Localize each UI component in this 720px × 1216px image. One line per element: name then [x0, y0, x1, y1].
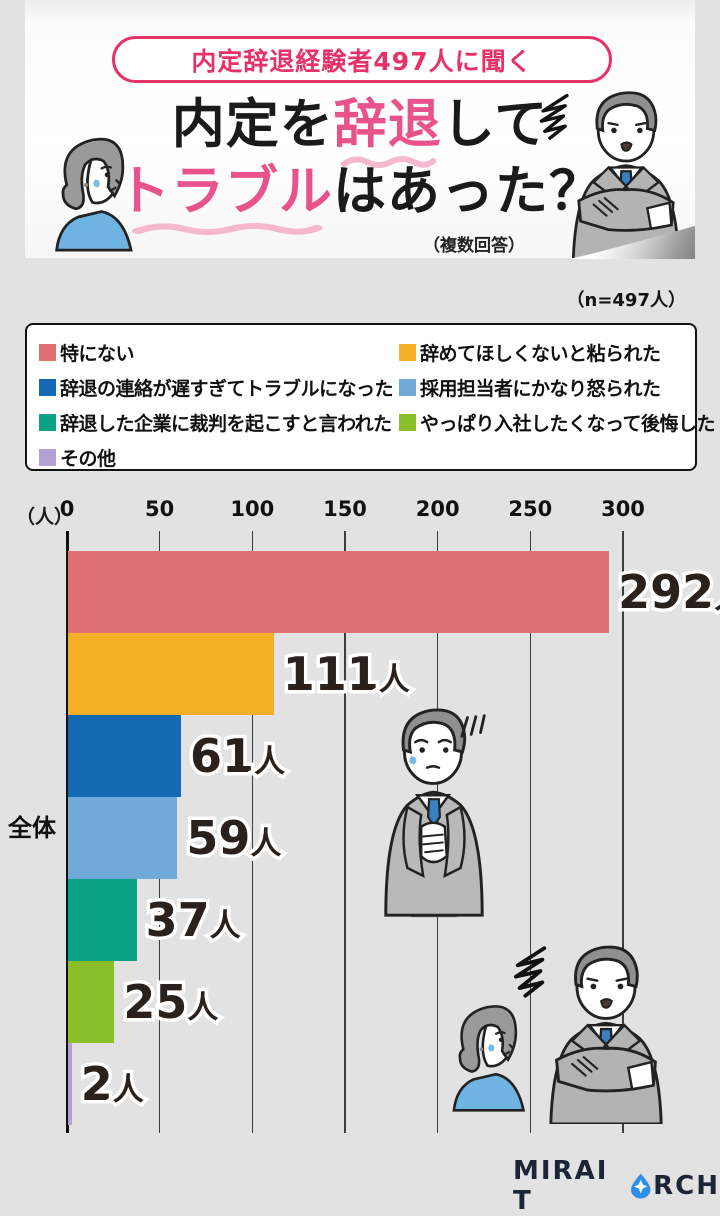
legend-item: 辞めてほしくないと粘られた [399, 338, 715, 366]
anger-scribble-icon [512, 944, 550, 998]
group-label: 全体 [8, 814, 56, 842]
x-tick-label: 250 [508, 497, 553, 521]
angry-man-illustration [543, 940, 669, 1124]
bar [68, 551, 610, 633]
title-line-2: トラブル はあった？ [25, 159, 695, 226]
bar-value-label: 61人 [187, 726, 289, 787]
bar [68, 715, 182, 797]
bar [68, 961, 115, 1043]
bar [68, 879, 137, 961]
legend-item: 辞退の連絡が遅すぎてトラブルになった [39, 373, 399, 401]
gridline [344, 531, 346, 1133]
legend-item: 特にない [39, 338, 399, 366]
x-tick-label: 150 [323, 497, 367, 521]
pink-squiggle-underline [340, 154, 437, 168]
mirai-torch-logo: MIRAI T RCH [513, 1156, 720, 1216]
pink-squiggle-underline [130, 221, 324, 235]
stress-marks-icon [458, 712, 490, 740]
legend-swatch [39, 448, 56, 466]
worried-woman-illustration [446, 996, 528, 1112]
bar-value-label: 111人 [279, 644, 413, 705]
flame-icon [630, 1173, 651, 1199]
legend-swatch [399, 343, 416, 361]
bar-row: 292人 [68, 551, 720, 633]
bar-row: 59人 [68, 797, 718, 879]
legend-item: やっぱり入社したくなって後悔した [399, 408, 716, 436]
bar-series: 292人 111人 61人 59人 37人 25人 2人 [68, 551, 720, 1125]
bar-row: 61人 [68, 715, 718, 797]
page-title: 内定を辞退 して トラブル はあった？ [25, 92, 695, 226]
bar [68, 1043, 72, 1125]
bar-row: 37人 [68, 879, 718, 961]
legend-swatch [39, 413, 56, 431]
legend-item: 採用担当者にかなり怒られた [399, 373, 715, 401]
legend-swatch [399, 413, 416, 431]
bar-value-label: 292人 [615, 562, 720, 623]
y-axis-line [65, 531, 69, 1133]
bar-value-label: 2人 [77, 1054, 147, 1115]
legend-item: 辞退した企業に裁判を起こすと言われた [39, 408, 399, 436]
bar [68, 633, 274, 715]
gridline [529, 531, 532, 1133]
bar-row: 2人 [68, 1043, 718, 1125]
header-card: 内定辞退経験者497人に聞く 内定を辞退 して トラブル はあった？ （複数回答） [25, 0, 695, 258]
gridline [251, 531, 254, 1133]
axis-unit-label: （人） [16, 506, 74, 528]
legend-swatch [39, 343, 56, 361]
survey-badge: 内定辞退経験者497人に聞く [112, 36, 612, 83]
anger-scribble-icon [538, 92, 572, 140]
bar-value-label: 59人 [183, 808, 285, 869]
bar-chart: （人） 0 50 100 150 200 250 300 292人 111人 61人 59人 37人… [0, 495, 720, 1155]
gridline [622, 531, 624, 1133]
bar-row: 25人 [68, 961, 718, 1043]
bar [68, 797, 178, 879]
x-tick-label: 0 [59, 497, 75, 521]
multiple-answer-note: （複数回答） [423, 236, 525, 256]
x-tick-label: 200 [415, 497, 460, 521]
bar-value-label: 37人 [142, 890, 244, 951]
chart-legend: 特にない 辞めてほしくないと粘られた 辞退の連絡が遅すぎてトラブルになった 採用… [25, 323, 716, 471]
bar-value-label: 25人 [120, 972, 222, 1033]
sample-size-note: （n=497人） [566, 290, 686, 311]
bar-row: 111人 [68, 633, 718, 715]
legend-swatch [39, 378, 56, 396]
legend-item: その他 [39, 443, 399, 471]
worried-woman-illustration [48, 128, 136, 252]
title-line-1: 内定を辞退 して [25, 92, 695, 159]
x-tick-label: 100 [230, 497, 275, 521]
x-tick-label: 300 [601, 497, 645, 521]
x-tick-label: 50 [145, 497, 175, 521]
legend-swatch [399, 378, 416, 396]
